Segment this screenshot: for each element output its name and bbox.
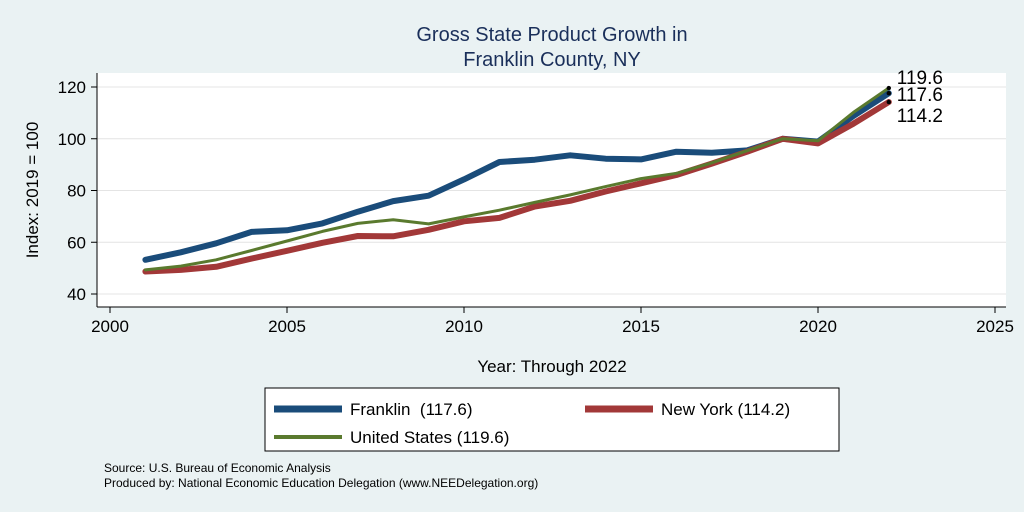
gridlines [97, 86, 1006, 295]
x-tick-label: 2025 [976, 317, 1014, 336]
x-tick-label: 2005 [268, 317, 306, 336]
x-tick-label: 2015 [622, 317, 660, 336]
produced-by-note: Produced by: National Economic Education… [104, 476, 538, 490]
end-marker [886, 91, 891, 96]
end-value-label: 119.6 [897, 68, 943, 89]
series-layer [142, 86, 892, 275]
x-tick-label: 2010 [445, 317, 483, 336]
x-axis-ticks: 2000 2005 2010 2015 2020 2025 [91, 307, 1014, 336]
y-axis-title: Index: 2019 = 100 [23, 122, 42, 259]
chart-title-line-2: Franklin County, NY [463, 49, 640, 71]
y-tick-label: 100 [58, 130, 86, 149]
legend: Franklin (117.6) New York (114.2) United S… [274, 400, 790, 447]
legend-box [264, 387, 840, 452]
series-line-united-states [143, 86, 891, 272]
y-axis-ticks: 40 60 80 100 120 [58, 78, 97, 304]
x-tick-label: 2000 [91, 317, 129, 336]
x-tick-label: 2020 [799, 317, 837, 336]
y-tick-label: 60 [67, 233, 86, 252]
legend-label: United States (119.6) [350, 428, 509, 447]
end-value-label: 117.6 [897, 85, 943, 106]
chart-title-line-1: Gross State Product Growth in [416, 24, 687, 46]
end-marker [886, 99, 891, 105]
y-tick-label: 80 [67, 182, 86, 201]
x-axis-title: Year: Through 2022 [477, 357, 626, 376]
source-note: Source: U.S. Bureau of Economic Analysis [104, 461, 331, 475]
legend-label: Franklin (117.6) [350, 400, 473, 419]
end-value-label: 114.2 [897, 106, 943, 127]
y-tick-label: 120 [58, 78, 86, 97]
legend-label: New York (114.2) [661, 400, 790, 419]
y-tick-label: 40 [67, 285, 86, 304]
end-marker [886, 85, 891, 91]
